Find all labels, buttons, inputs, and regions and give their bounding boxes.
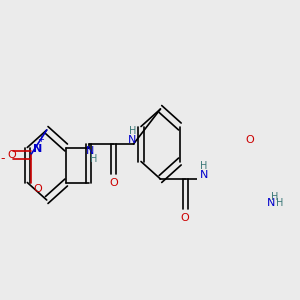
Text: +: +	[38, 136, 44, 145]
Text: O: O	[109, 178, 118, 188]
Text: N: N	[200, 170, 208, 180]
Text: O: O	[246, 135, 255, 145]
Text: -: -	[1, 152, 5, 166]
Text: N: N	[33, 143, 42, 154]
Text: H: H	[90, 154, 98, 164]
Text: H: H	[276, 199, 284, 208]
Text: H: H	[271, 193, 278, 202]
Text: O: O	[7, 149, 16, 160]
Text: O: O	[181, 213, 190, 223]
Text: N: N	[128, 135, 136, 145]
Text: O: O	[33, 184, 42, 194]
Text: H: H	[128, 126, 136, 136]
Text: H: H	[200, 161, 208, 171]
Text: N: N	[86, 146, 94, 155]
Text: N: N	[267, 199, 276, 208]
